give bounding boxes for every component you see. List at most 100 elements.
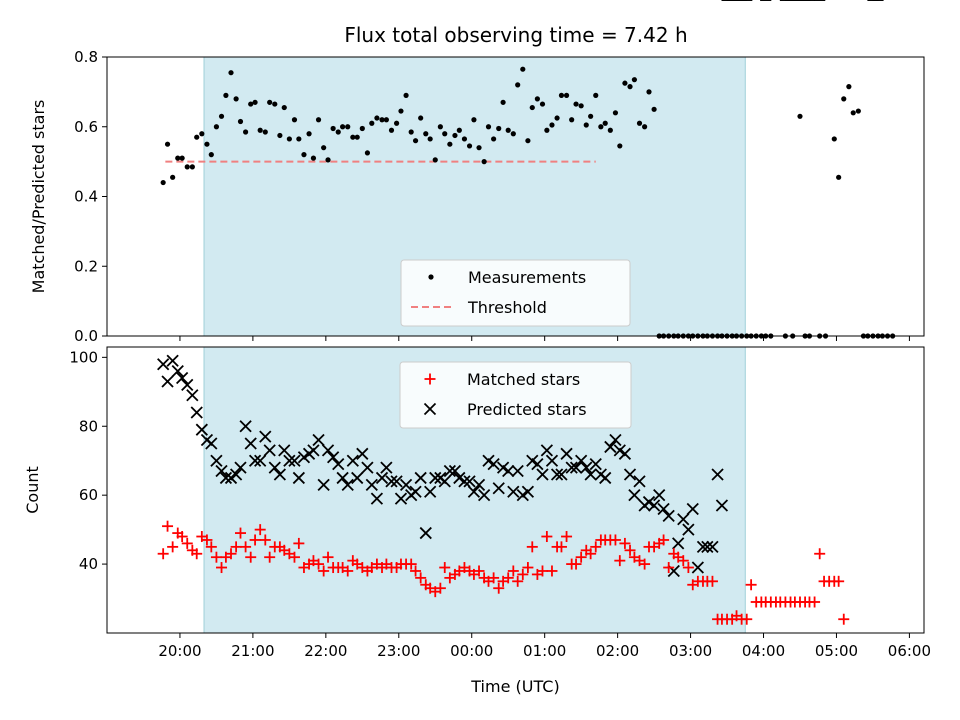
measurement-point [549,122,555,128]
matched-star-point [575,551,587,563]
predicted-star-point [370,492,384,505]
predicted-star-point [507,485,520,498]
predicted-star-point [283,454,296,467]
matched-star-point [512,575,524,587]
matched-star-point [288,551,300,563]
bottom-panel: 40 60 80 100 20:00 21:00 22:00 23:00 00:00 01:00… [23,0,931,696]
predicted-star-point [248,454,262,467]
matched-star-point [809,596,821,608]
predicted-star-point [492,482,505,495]
measurement-point [408,129,414,135]
matched-star-point [157,548,169,560]
measurement-point [237,118,244,125]
predicted-star-point [477,489,491,502]
predicted-star-point [288,454,301,467]
measurement-point [520,66,526,72]
measurement-point [617,143,623,149]
matched-star-point [167,541,179,553]
matched-star-point [313,558,325,570]
matched-star-point [814,548,826,560]
matched-star-point [439,562,451,574]
predicted-star-point [448,464,462,478]
measurement-point [636,120,643,126]
measurement-point [598,124,604,130]
matched-star-point [245,551,257,563]
measurement-point [184,164,190,170]
matched-star-point [176,531,188,543]
x-tick-label: 21:00 [231,642,274,660]
y-tick-label: 80 [79,417,98,435]
x-tick-label: 01:00 [523,642,566,660]
legend-label: Measurements [468,268,586,287]
measurement-point [836,174,842,180]
y-tick-label: 0.6 [74,118,98,136]
x-tick-label: 02:00 [596,642,639,660]
x-tick-label: 06:00 [888,642,931,660]
predicted-star-point [575,454,588,467]
measurement-point [627,84,633,90]
predicted-star-point [239,420,252,433]
predicted-star-point [560,447,573,460]
measurement-point [496,125,502,132]
predicted-star-point [628,489,641,502]
matched-star-point [619,537,631,549]
measurement-point [325,157,331,163]
measurement-point [340,124,346,130]
measurement-point [500,99,506,105]
measurement-point [631,77,638,83]
measurement-point [369,120,375,126]
matched-star-point [585,548,597,560]
matched-star-point [541,531,553,543]
measurement-point [310,155,317,161]
matched-star-point [415,572,427,584]
measurement-point [841,96,847,102]
legend-label: Predicted stars [467,400,587,419]
matched-star-point [181,537,193,549]
legend-label: Threshold [467,298,547,317]
measurement-point [179,155,185,161]
measurement-point [563,92,570,98]
predicted-star-point [356,447,369,460]
measurement-point [461,136,468,142]
matched-star-point [210,551,222,563]
measurement-point [398,108,404,114]
measurement-point [491,136,497,142]
measurement-point [476,145,482,151]
measurement-point [383,117,389,123]
measurement-point [252,99,258,105]
matched-star-point [614,555,626,567]
measurement-point [452,132,458,139]
matched-star-point [570,558,582,570]
measurement-point [544,127,550,133]
predicted-star-point [414,471,427,485]
measurement-point [432,157,438,163]
matched-star-point [488,572,500,584]
matched-star-point [240,541,252,553]
measurement-point [642,124,648,130]
measurement-point [797,113,803,119]
measurement-point [423,131,429,137]
measurement-point [359,125,365,132]
matched-star-point [639,558,651,570]
matched-star-point [216,562,228,574]
predicted-star-point [487,458,500,471]
bottom-y-axis-label: Count [23,466,42,514]
predicted-star-point [409,485,422,498]
predicted-star-point [321,444,335,457]
measurement-point [612,110,619,116]
predicted-star-point [326,451,340,464]
measurement-point [855,108,861,114]
measurement-point [525,138,531,144]
measurement-point [412,138,419,144]
predicted-star-point [682,523,695,536]
top-panel: 0.00.20.40.60.8 Matched/Predicted stars … [29,48,925,345]
predicted-star-point [351,471,364,485]
measurement-point [213,124,220,130]
predicted-star-point [555,468,568,481]
predicted-star-point [715,499,729,512]
measurement-point [388,127,395,133]
matched-star-point [555,541,567,553]
predicted-star-point [390,475,403,488]
legend-marker [423,402,437,416]
measurement-point [204,141,210,147]
